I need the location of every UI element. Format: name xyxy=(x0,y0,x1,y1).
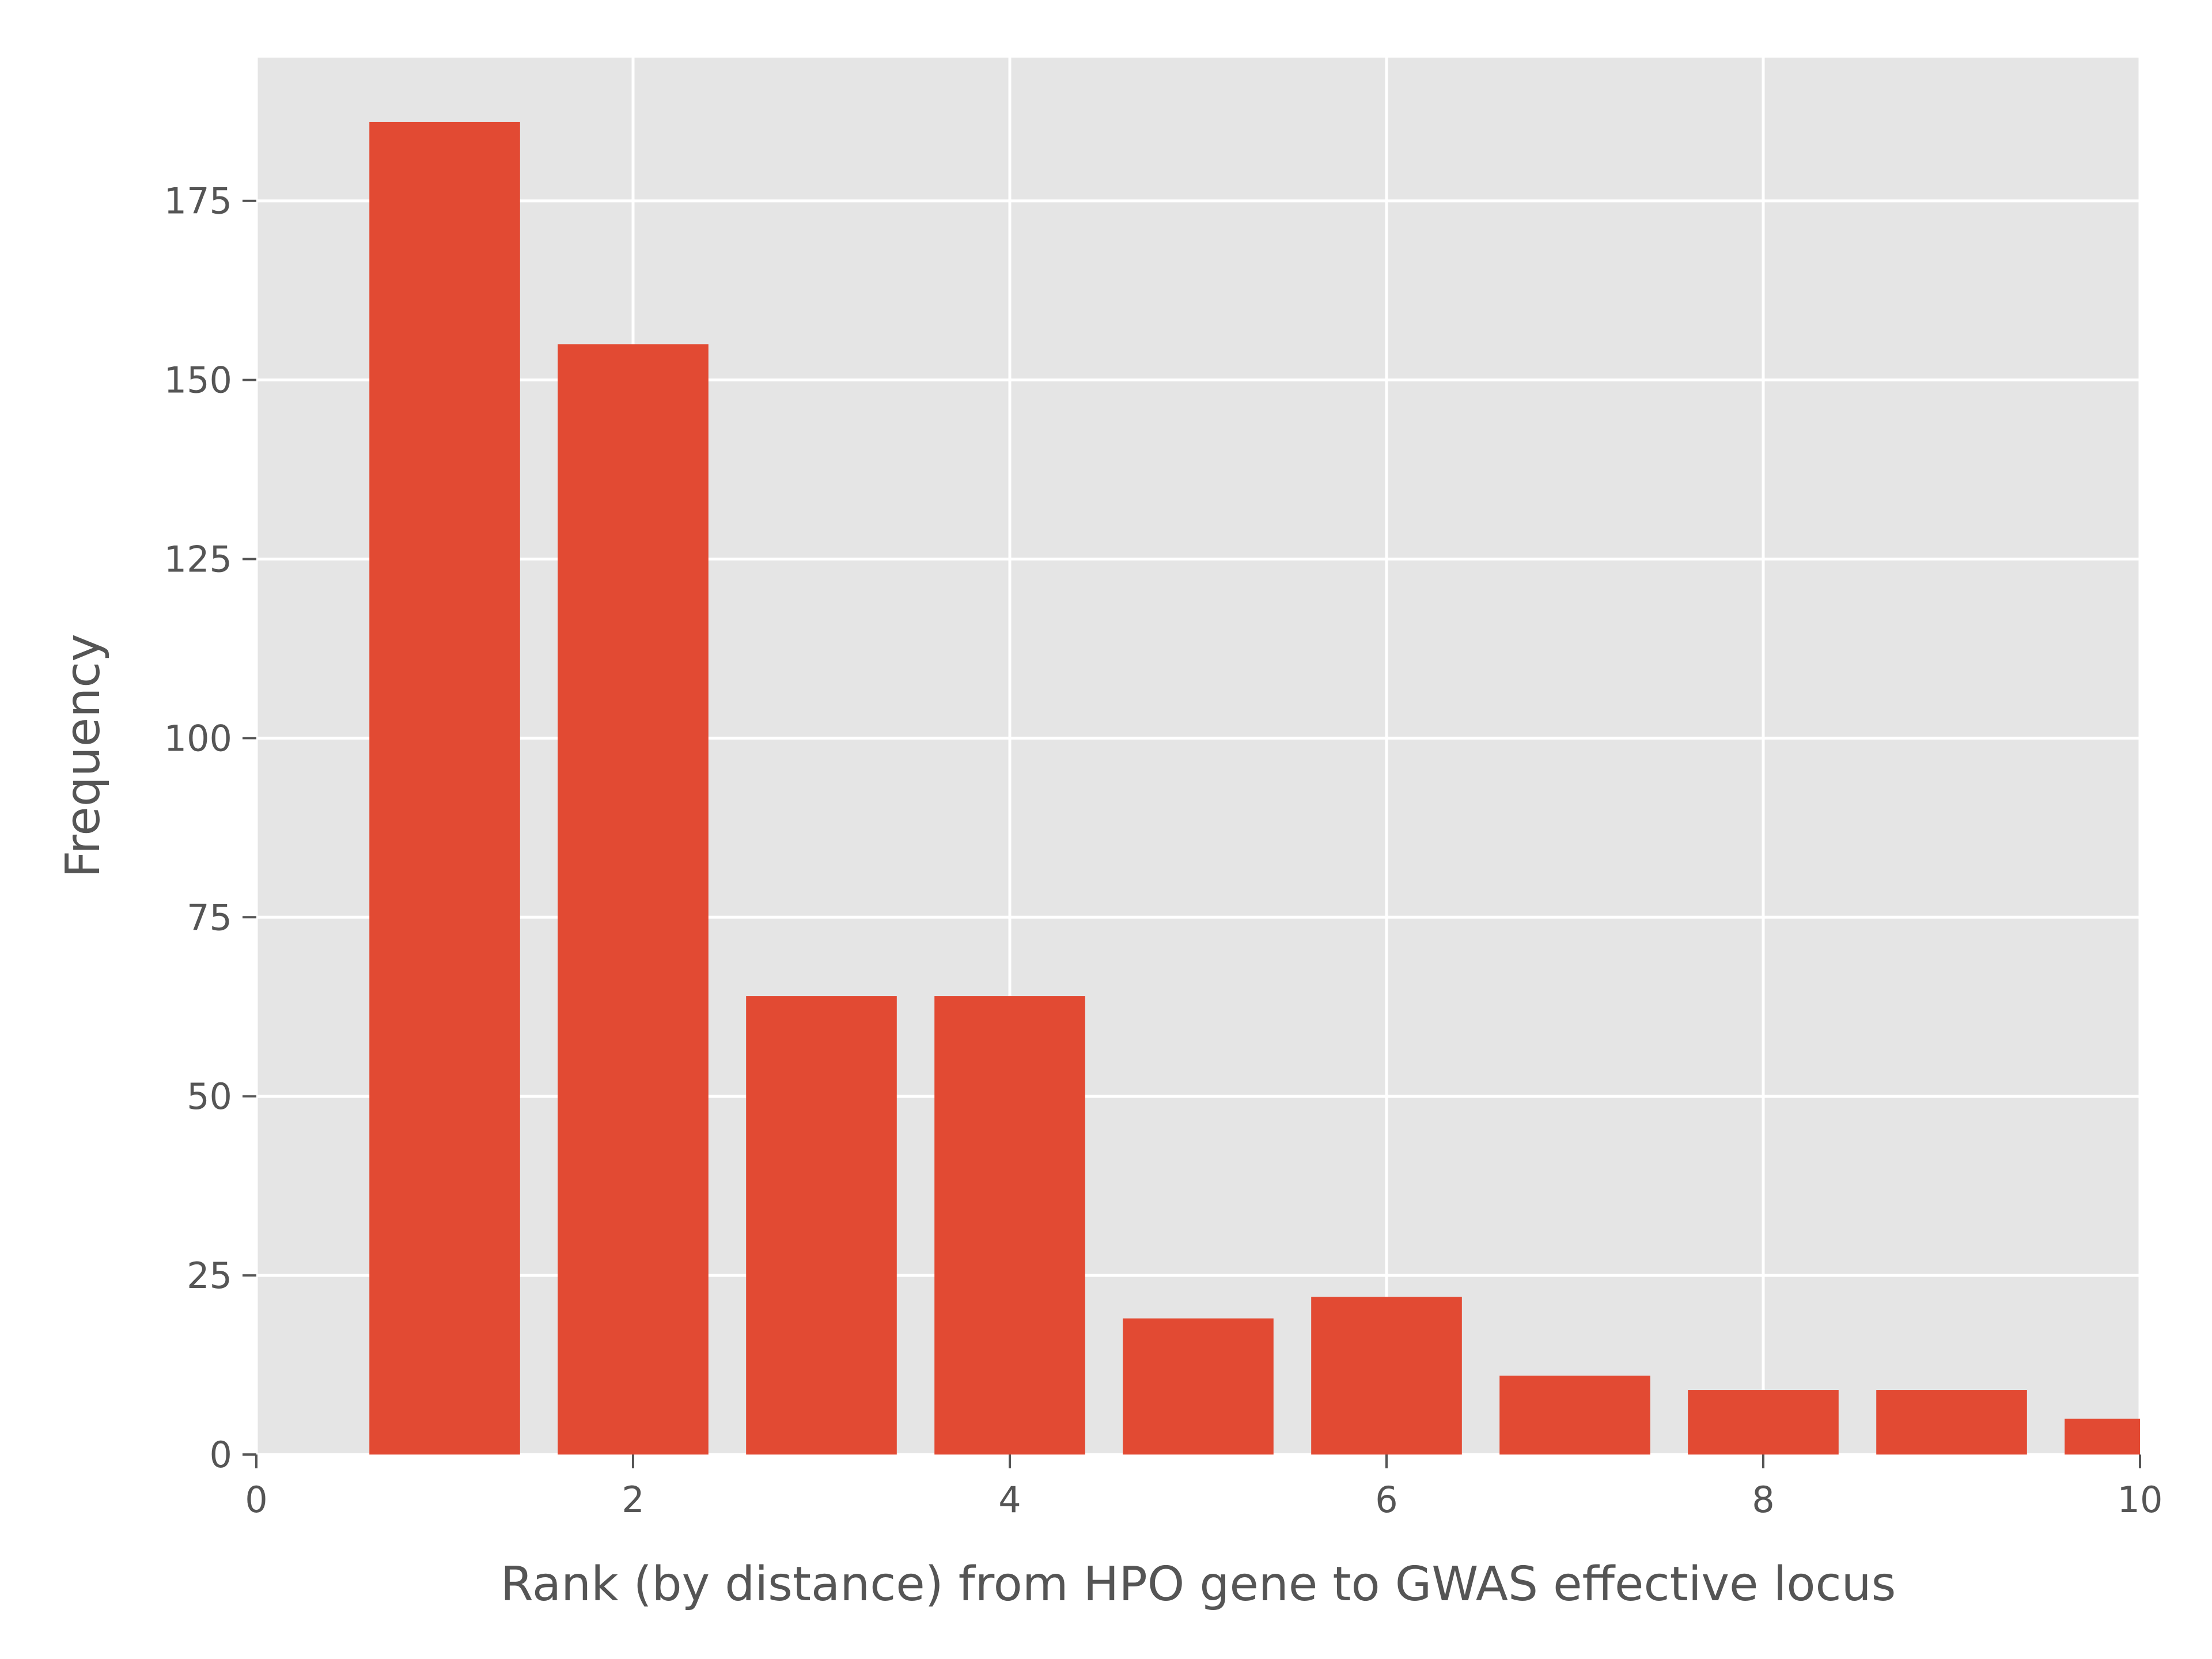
bar-rank-2 xyxy=(558,344,709,1455)
x-tick-label-3: 6 xyxy=(1375,1479,1397,1521)
bars xyxy=(369,122,2140,1455)
x-tick-label-2: 4 xyxy=(998,1479,1021,1521)
bar-rank-10 xyxy=(2065,1418,2140,1455)
y-tick-label-0: 0 xyxy=(210,1434,232,1476)
x-axis-title: Rank (by distance) from HPO gene to GWAS… xyxy=(501,1557,1896,1612)
y-axis-title: Frequency xyxy=(56,634,111,878)
bar-rank-7 xyxy=(1499,1376,1650,1455)
y-tick-label-1: 25 xyxy=(187,1255,232,1297)
y-tick-label-7: 175 xyxy=(164,180,232,222)
bar-rank-8 xyxy=(1688,1390,1839,1455)
x-tick-label-4: 8 xyxy=(1752,1479,1774,1521)
x-tick-label-5: 10 xyxy=(2118,1479,2163,1521)
bar-rank-3 xyxy=(746,996,897,1455)
bar-rank-9 xyxy=(1876,1390,2027,1455)
bar-rank-6 xyxy=(1311,1297,1462,1455)
y-tick-label-4: 100 xyxy=(164,717,232,759)
y-tick-label-3: 75 xyxy=(187,896,232,938)
plot-background xyxy=(256,58,2140,1455)
bar-rank-4 xyxy=(934,996,1085,1455)
y-tick-label-2: 50 xyxy=(187,1075,232,1118)
bar-rank-5 xyxy=(1123,1318,1274,1455)
x-tick-label-0: 0 xyxy=(245,1479,267,1521)
y-tick-label-6: 150 xyxy=(164,359,232,402)
axis-ticks xyxy=(243,199,2141,1468)
y-tick-label-5: 125 xyxy=(164,539,232,581)
bar-rank-1 xyxy=(369,122,520,1455)
x-tick-label-1: 2 xyxy=(622,1479,644,1521)
